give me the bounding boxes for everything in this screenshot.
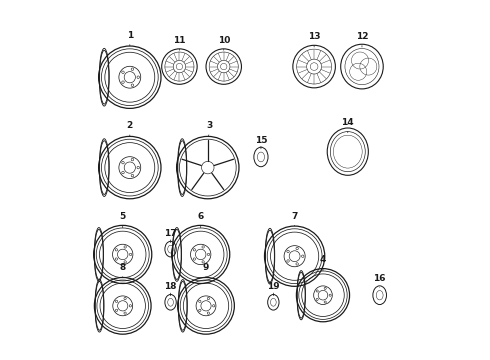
- Text: 3: 3: [206, 121, 213, 130]
- Text: 11: 11: [173, 36, 186, 45]
- Text: 18: 18: [164, 282, 177, 291]
- Text: 8: 8: [120, 263, 126, 272]
- Text: 2: 2: [127, 121, 133, 130]
- Text: 15: 15: [255, 136, 267, 145]
- Text: 5: 5: [120, 212, 126, 221]
- Text: 16: 16: [373, 274, 386, 283]
- Text: 10: 10: [218, 36, 230, 45]
- Text: 1: 1: [127, 31, 133, 40]
- Text: 17: 17: [164, 229, 177, 238]
- Text: 12: 12: [356, 32, 368, 41]
- Text: 13: 13: [308, 32, 320, 41]
- Text: 4: 4: [320, 255, 326, 264]
- Text: 14: 14: [342, 118, 354, 127]
- Text: 6: 6: [197, 212, 204, 221]
- Text: 19: 19: [267, 282, 280, 291]
- Text: 9: 9: [203, 263, 209, 272]
- Text: 7: 7: [292, 212, 298, 221]
